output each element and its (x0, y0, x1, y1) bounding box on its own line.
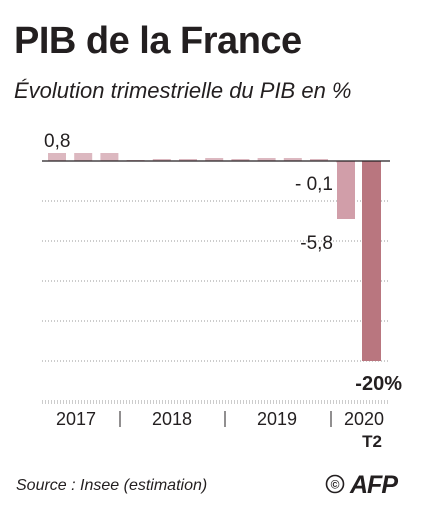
bar-2017-t1 (48, 153, 66, 161)
bar-2018-t2 (179, 159, 197, 161)
afp-logo: © AFP (325, 471, 399, 499)
gdp-bar-chart: 0,8 - 0,1 -5,8 -20% 2017 2018 2019 2020 T2 (42, 131, 402, 451)
x-tick-label: 2020 (344, 409, 384, 429)
bar-2020-t2 (362, 161, 381, 361)
copyright-icon: © (331, 478, 340, 492)
bar-2018-t1 (152, 159, 171, 161)
bar-2018-t3 (205, 158, 224, 161)
bar-2017-t2 (74, 153, 93, 161)
data-label: 0,8 (44, 131, 70, 152)
data-label: - 0,1 (295, 174, 333, 195)
bar-2020-t1 (337, 161, 355, 219)
bar-2017-t3 (100, 153, 119, 161)
bar-2019-t2 (283, 158, 302, 161)
x-tick-label: 2018 (152, 409, 192, 429)
afp-logo-text: AFP (349, 471, 398, 499)
bar-2018-t4 (231, 159, 250, 161)
data-label: -5,8 (300, 233, 333, 254)
bar-2019-t3 (310, 159, 328, 161)
data-label: -20% (355, 373, 402, 395)
quarter-label: T2 (362, 432, 382, 451)
source-note: Source : Insee (estimation) (16, 477, 208, 494)
x-tick-label: 2017 (56, 409, 96, 429)
bar-2019-t1 (257, 158, 276, 161)
chart-title: PIB de la France (14, 20, 302, 62)
x-tick-label: 2019 (257, 409, 297, 429)
chart-subtitle: Évolution trimestrielle du PIB en % (14, 78, 352, 103)
